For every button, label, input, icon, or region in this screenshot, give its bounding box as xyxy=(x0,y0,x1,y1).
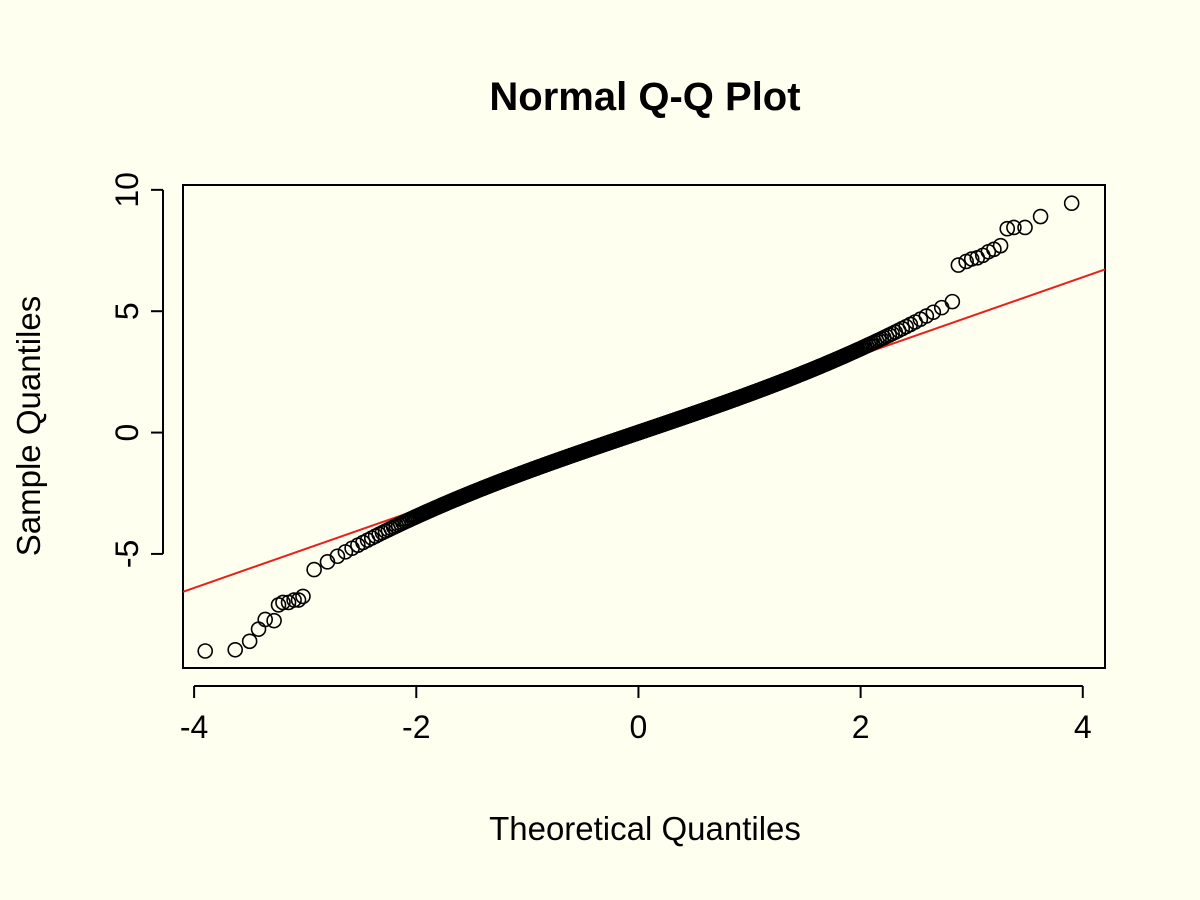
qq-tail-point xyxy=(1006,219,1022,236)
qq-point xyxy=(933,299,950,316)
qq-tail-point xyxy=(1063,195,1080,212)
qq-point xyxy=(329,548,346,565)
qq-tail-point xyxy=(227,641,244,658)
points-layer xyxy=(197,195,1080,659)
chart-title: Normal Q-Q Plot xyxy=(489,75,800,119)
y-tick-label: -5 xyxy=(109,540,145,568)
qq-tail-point xyxy=(257,611,274,628)
qq-tail-point xyxy=(286,592,302,608)
y-tick-label: 0 xyxy=(109,424,145,442)
y-axis: -5 0 5 10 xyxy=(109,172,164,568)
qq-point xyxy=(306,561,322,578)
qq-tail-point xyxy=(197,643,214,659)
qq-tail-point xyxy=(1032,208,1049,225)
qq-tail-point xyxy=(241,633,258,650)
qq-point xyxy=(944,293,961,310)
qq-tail-point xyxy=(266,612,282,629)
x-tick-label: 4 xyxy=(1074,709,1092,745)
qq-tail-point xyxy=(963,251,980,267)
qq-tail-point xyxy=(275,594,291,611)
y-tick-label: 10 xyxy=(109,172,145,208)
y-axis-label: Sample Quantiles xyxy=(10,296,47,556)
qq-tail-point xyxy=(295,588,311,605)
x-tick-label: -4 xyxy=(180,709,208,745)
x-axis: -4 -2 0 2 4 xyxy=(180,685,1092,745)
x-tick-label: 0 xyxy=(630,709,648,745)
qq-tail-point xyxy=(290,592,307,608)
plot-area xyxy=(182,184,1106,669)
x-tick-label: -2 xyxy=(402,709,430,745)
plot-frame xyxy=(182,184,1106,669)
x-axis-label: Theoretical Quantiles xyxy=(489,810,801,847)
qq-tail-point xyxy=(999,220,1016,237)
qq-tail-point xyxy=(250,621,267,637)
qq-point xyxy=(925,304,942,321)
qq-tail-point xyxy=(992,237,1009,254)
qq-tail-point xyxy=(950,257,967,273)
y-tick-label: 5 xyxy=(109,302,145,320)
qq-tail-point xyxy=(1017,219,1033,236)
x-tick-label: 2 xyxy=(852,709,870,745)
